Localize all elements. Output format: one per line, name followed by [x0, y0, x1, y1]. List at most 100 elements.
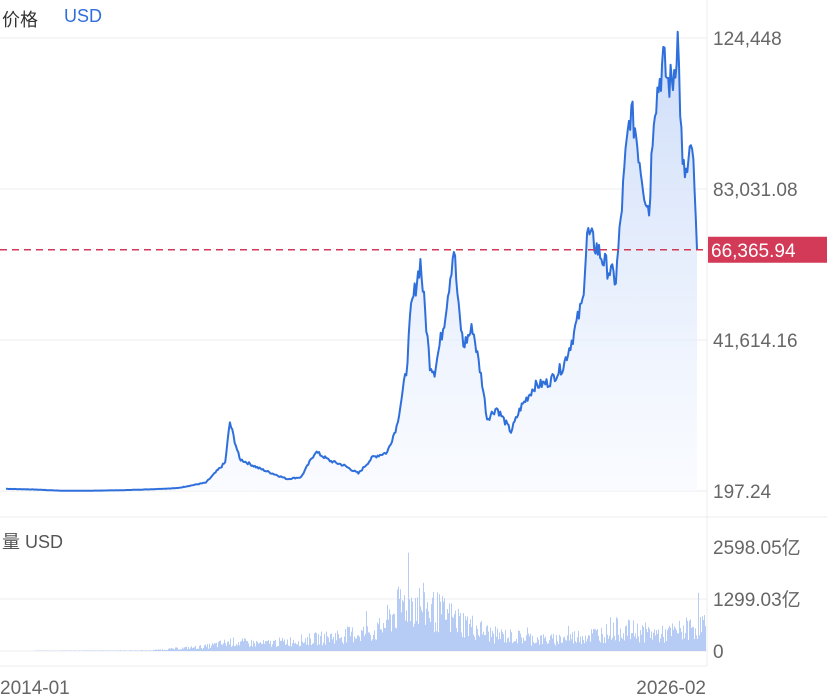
volume-bar — [486, 626, 487, 651]
volume-bar — [249, 646, 250, 651]
volume-bar — [580, 636, 581, 651]
volume-bar — [478, 635, 479, 651]
volume-bar — [595, 629, 596, 651]
volume-bar — [605, 642, 606, 651]
volume-bar — [688, 640, 689, 651]
volume-bar — [162, 649, 163, 651]
volume-bar — [574, 631, 575, 651]
volume-bar — [434, 632, 435, 651]
volume-bar — [596, 630, 597, 651]
volume-bar — [589, 635, 590, 651]
volume-bar — [237, 645, 238, 651]
volume-bar — [388, 619, 389, 651]
volume-bar — [185, 647, 186, 651]
volume-bar — [619, 641, 620, 651]
volume-bar — [551, 634, 552, 651]
volume-bar — [583, 639, 584, 651]
volume-bar — [648, 626, 649, 651]
volume-bar — [378, 624, 379, 651]
volume-bar — [217, 647, 218, 651]
volume-bar — [451, 603, 452, 651]
volume-bar — [253, 640, 254, 651]
volume-bar — [301, 634, 302, 651]
volume-bar — [656, 630, 657, 651]
volume-bar — [397, 589, 398, 651]
volume-bar — [453, 617, 454, 651]
volume-bar — [315, 632, 316, 651]
volume-bar — [526, 635, 527, 651]
volume-bar — [690, 619, 691, 651]
volume-bar — [426, 608, 427, 651]
volume-bar — [412, 601, 413, 651]
volume-bar — [570, 634, 571, 651]
volume-bar — [307, 636, 308, 651]
volume-bar — [157, 650, 158, 651]
volume-bar — [441, 614, 442, 651]
volume-bar — [646, 628, 647, 651]
volume-bar — [280, 641, 281, 651]
volume-bar — [396, 628, 397, 651]
volume-bar — [180, 649, 181, 651]
volume-bar — [601, 627, 602, 651]
volume-bar — [176, 647, 177, 651]
volume-bar — [469, 623, 470, 651]
volume-bar — [439, 594, 440, 651]
volume-bar — [218, 642, 219, 651]
volume-bar — [535, 642, 536, 651]
volume-bar — [299, 646, 300, 651]
volume-bar — [123, 650, 124, 651]
volume-bar — [530, 633, 531, 651]
volume-bar — [171, 647, 172, 651]
volume-bar — [190, 647, 191, 651]
volume-bar — [292, 643, 293, 651]
volume-bar — [435, 622, 436, 651]
volume-bar — [387, 604, 388, 651]
volume-bar — [377, 622, 378, 651]
volume-bar — [258, 643, 259, 651]
volume-bar — [671, 636, 672, 651]
volume-bar — [628, 619, 629, 651]
volume-bar — [625, 626, 626, 651]
volume-bar — [566, 640, 567, 651]
volume-bar — [365, 633, 366, 651]
volume-bar — [243, 641, 244, 651]
volume-bar — [458, 608, 459, 651]
volume-bar — [304, 642, 305, 651]
volume-bar — [612, 637, 613, 651]
volume-bar — [213, 644, 214, 651]
volume-bar — [584, 643, 585, 651]
volume-bar — [156, 649, 157, 651]
volume-bar — [314, 633, 315, 651]
volume-bar — [341, 637, 342, 651]
volume-bar — [268, 640, 269, 651]
volume-bar — [487, 625, 488, 651]
volume-bar — [425, 624, 426, 651]
volume-bar — [201, 647, 202, 651]
volume-bar — [545, 636, 546, 651]
volume-bar — [197, 648, 198, 651]
volume-bar — [313, 643, 314, 651]
volume-bar — [682, 639, 683, 651]
volume-bar — [214, 643, 215, 651]
volume-bar — [361, 630, 362, 651]
volume-bar — [159, 649, 160, 651]
volume-bar — [633, 620, 634, 651]
volume-bar — [573, 643, 574, 651]
volume-bar — [310, 638, 311, 651]
volume-bar — [325, 644, 326, 651]
volume-bar — [494, 643, 495, 651]
volume-bar — [422, 612, 423, 651]
volume-bar — [228, 641, 229, 651]
volume-bar — [357, 635, 358, 651]
volume-bar — [252, 646, 253, 651]
volume-bar — [170, 648, 171, 651]
volume-bar — [336, 640, 337, 651]
volume-bar — [352, 627, 353, 651]
currency-label[interactable]: USD — [64, 6, 103, 26]
volume-bar — [638, 636, 639, 651]
volume-bar — [443, 601, 444, 651]
volume-bar — [490, 627, 491, 651]
volume-bar — [294, 643, 295, 651]
volume-bar — [205, 644, 206, 651]
